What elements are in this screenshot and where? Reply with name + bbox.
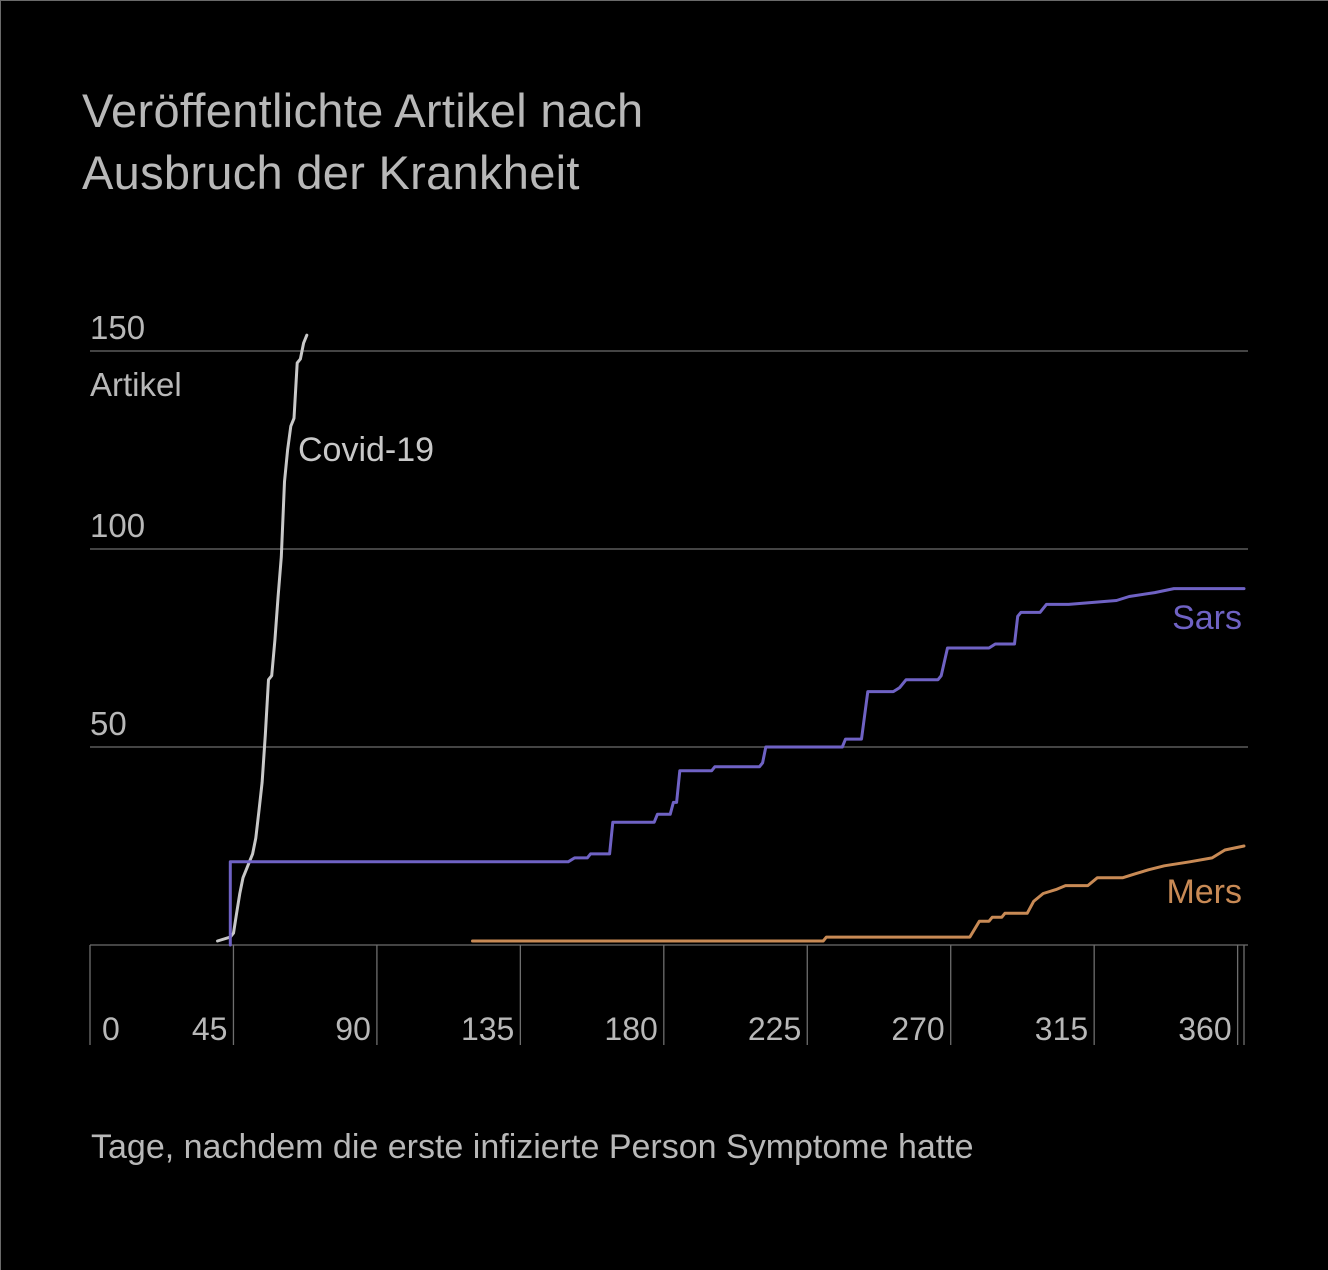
x-tick-label-135: 135 <box>461 1011 514 1047</box>
chart-title-line-1: Veröffentlichte Artikel nach <box>82 84 644 137</box>
series-line-mers <box>471 844 1246 943</box>
y-axis-label: Artikel <box>90 366 182 403</box>
x-tick-label-0: 0 <box>102 1011 120 1047</box>
x-tick-label-45: 45 <box>192 1011 228 1047</box>
series-label-sars: Sars <box>1172 599 1242 637</box>
series-line-covid-19 <box>216 333 309 943</box>
series-label-mers: Mers <box>1166 873 1242 911</box>
y-tick-label-150: 150 <box>90 309 145 346</box>
series-label-covid-19: Covid-19 <box>298 431 434 469</box>
series-line-sars <box>228 587 1246 947</box>
x-tick-label-360: 360 <box>1178 1011 1231 1047</box>
y-tick-label-50: 50 <box>90 705 127 742</box>
chart-title-line-2: Ausbruch der Krankheit <box>82 146 580 199</box>
x-tick-label-225: 225 <box>748 1011 801 1047</box>
x-tick-label-270: 270 <box>891 1011 944 1047</box>
x-tick-label-90: 90 <box>335 1011 371 1047</box>
y-tick-label-100: 100 <box>90 507 145 544</box>
x-tick-label-315: 315 <box>1035 1011 1088 1047</box>
x-tick-label-180: 180 <box>604 1011 657 1047</box>
chart-title: Veröffentlichte Artikel nach Ausbruch de… <box>82 80 643 204</box>
x-axis-label: Tage, nachdem die erste infizierte Perso… <box>91 1128 974 1166</box>
